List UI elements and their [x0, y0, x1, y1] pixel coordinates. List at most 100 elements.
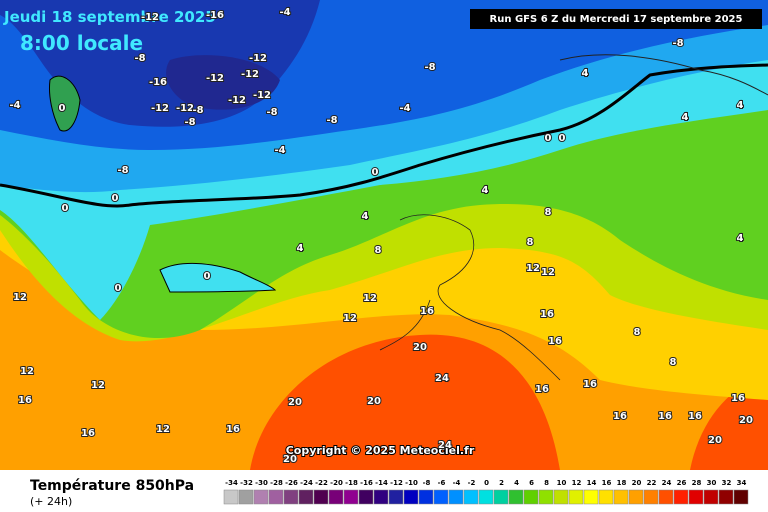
- isotherm-label: 20: [367, 396, 381, 407]
- isotherm-label: 0: [59, 103, 66, 114]
- scale-swatch: [478, 489, 494, 505]
- isotherm-label: -12: [241, 69, 259, 80]
- isotherm-label: 4: [682, 112, 689, 123]
- scale-label: -10: [405, 479, 418, 487]
- isotherm-label: 0: [204, 271, 211, 282]
- scale-swatch: [463, 489, 479, 505]
- scale-swatch: [598, 489, 614, 505]
- isotherm-label: 12: [20, 366, 34, 377]
- scale-swatch: [628, 489, 644, 505]
- isotherm-label: -8: [184, 117, 195, 128]
- isotherm-label: 12: [541, 267, 555, 278]
- isotherm-label: 8: [375, 245, 382, 256]
- isotherm-label: -16: [206, 10, 224, 21]
- isotherm-label: 8: [545, 207, 552, 218]
- scale-label: 32: [722, 479, 732, 487]
- scale-swatch: [643, 489, 659, 505]
- scale-swatch: [718, 489, 734, 505]
- red-zone: [690, 375, 768, 470]
- isotherm-label: 4: [582, 68, 589, 79]
- scale-swatch: [703, 489, 719, 505]
- isotherm-label: -4: [399, 103, 410, 114]
- isotherm-label: 12: [343, 313, 357, 324]
- isotherm-label: -8: [134, 53, 145, 64]
- scale-label: -22: [315, 479, 328, 487]
- footer-title: Température 850hPa: [30, 478, 194, 494]
- isotherm-label: 12: [363, 293, 377, 304]
- scale-label: 12: [572, 479, 582, 487]
- isotherm-label: 16: [688, 411, 702, 422]
- coastline: [379, 214, 561, 381]
- isotherm-label: -8: [266, 107, 277, 118]
- isotherm-label: 16: [731, 393, 745, 404]
- scale-swatch: [568, 489, 584, 505]
- scale-label: 20: [632, 479, 642, 487]
- isotherm-label: 4: [362, 211, 369, 222]
- scale-swatch: [733, 489, 749, 505]
- isotherm-label: 4: [297, 243, 304, 254]
- scale-swatch: [268, 489, 284, 505]
- coastline: [559, 54, 768, 96]
- isotherm-label: 16: [583, 379, 597, 390]
- scale-label: 4: [514, 479, 519, 487]
- scale-label: -2: [468, 479, 476, 487]
- isotherm-label: -4: [279, 7, 290, 18]
- scale-label: 16: [602, 479, 612, 487]
- isotherm-label: 24: [438, 440, 452, 451]
- isotherm-label: 20: [283, 454, 297, 465]
- isotherm-label: 20: [288, 397, 302, 408]
- isotherm-label: 16: [535, 384, 549, 395]
- cold-core: [166, 55, 280, 110]
- footer-lead: (+ 24h): [30, 495, 72, 508]
- isotherm-label: 12: [91, 380, 105, 391]
- isotherm-label: 0: [62, 203, 69, 214]
- scale-label: 10: [557, 479, 567, 487]
- scale-swatch: [358, 489, 374, 505]
- scale-swatch: [493, 489, 509, 505]
- scale-swatch: [658, 489, 674, 505]
- isotherm-label: -8: [117, 165, 128, 176]
- scale-label: 18: [617, 479, 627, 487]
- scale-label: 6: [529, 479, 534, 487]
- scale-swatch: [223, 489, 239, 505]
- scale-swatch: [298, 489, 314, 505]
- isotherm-label: 8: [634, 327, 641, 338]
- scale-label: 14: [587, 479, 597, 487]
- isotherm-label: 0: [115, 283, 122, 294]
- isotherm-label: 16: [18, 395, 32, 406]
- scale-label: -24: [300, 479, 313, 487]
- isotherm-label: 16: [548, 336, 562, 347]
- isotherm-label: -12: [151, 103, 169, 114]
- scale-label: -30: [255, 479, 268, 487]
- scale-label: -32: [240, 479, 253, 487]
- scale-swatch: [553, 489, 569, 505]
- isotherm-label: 0: [372, 167, 379, 178]
- isotherm-label: 16: [658, 411, 672, 422]
- hudson-bay: [159, 263, 277, 293]
- scale-label: -12: [390, 479, 403, 487]
- isotherm-label: -12: [176, 103, 194, 114]
- scale-swatch: [433, 489, 449, 505]
- scale-swatch: [613, 489, 629, 505]
- forecast-time: 8:00 locale: [20, 31, 143, 55]
- scale-label: 22: [647, 479, 657, 487]
- scale-swatch: [688, 489, 704, 505]
- isotherm-label: 24: [435, 373, 449, 384]
- isotherm-label: 16: [226, 424, 240, 435]
- scale-swatch: [673, 489, 689, 505]
- isotherm-label: -12: [141, 12, 159, 23]
- scale-swatch: [328, 489, 344, 505]
- scale-swatch: [238, 489, 254, 505]
- isotherm-label: -4: [9, 100, 20, 111]
- scale-swatch: [373, 489, 389, 505]
- isotherm-label: 4: [737, 100, 744, 111]
- isotherm-label: -8: [672, 38, 683, 49]
- isotherm-label: 8: [670, 357, 677, 368]
- scale-label: -18: [345, 479, 358, 487]
- copyright: Copyright © 2025 Meteociel.fr: [286, 444, 475, 457]
- isotherm-label: 20: [708, 435, 722, 446]
- scale-swatch: [583, 489, 599, 505]
- scale-label: -28: [270, 479, 283, 487]
- scale-label: -26: [285, 479, 298, 487]
